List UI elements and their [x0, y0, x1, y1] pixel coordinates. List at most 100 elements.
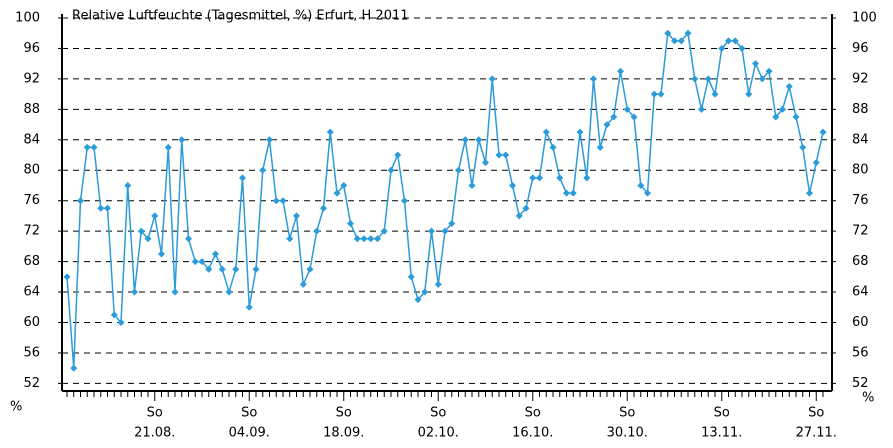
series-line	[66, 31, 824, 369]
data-point	[549, 143, 557, 151]
y-tick-label-right: 56	[852, 345, 869, 360]
x-tick-weekday: So	[430, 406, 446, 421]
data-point	[299, 280, 307, 288]
data-point	[657, 90, 665, 98]
data-point	[792, 113, 800, 121]
y-tick-label: 76	[23, 193, 40, 208]
data-point	[704, 75, 712, 83]
data-point	[664, 29, 672, 37]
data-point	[158, 250, 165, 258]
data-point	[320, 204, 327, 212]
data-point	[515, 212, 523, 220]
data-point	[401, 197, 408, 205]
data-point	[333, 189, 341, 197]
y-tick-label-right: 100	[852, 11, 877, 26]
data-point	[245, 303, 253, 311]
x-tick-weekday: So	[808, 406, 824, 421]
data-point	[212, 250, 219, 258]
data-point	[461, 136, 469, 144]
data-point	[799, 143, 807, 151]
data-point	[563, 189, 570, 197]
data-point	[97, 204, 105, 212]
data-point	[725, 37, 732, 45]
x-tick-label: 18.09.	[323, 426, 364, 441]
data-point	[340, 181, 348, 189]
data-point	[428, 227, 435, 235]
data-point	[117, 318, 125, 326]
data-point	[83, 143, 91, 151]
data-point	[596, 143, 604, 151]
data-point	[536, 174, 543, 182]
data-point	[414, 296, 422, 304]
y-tick-label-right: 60	[852, 315, 869, 330]
x-tick-label: 02.10.	[418, 426, 459, 441]
data-point	[812, 159, 820, 167]
data-point	[556, 174, 564, 182]
data-point	[272, 197, 280, 205]
data-point	[630, 113, 638, 121]
data-point	[806, 189, 813, 197]
data-point	[752, 60, 759, 68]
y-unit-left: %	[10, 400, 22, 415]
data-point	[434, 280, 442, 288]
y-tick-label: 92	[23, 71, 40, 86]
y-tick-label: 60	[23, 315, 40, 330]
y-tick-label: 84	[23, 132, 40, 147]
y-tick-label-right: 64	[852, 285, 869, 300]
data-point	[144, 235, 152, 243]
data-point	[698, 105, 705, 113]
data-point	[313, 227, 321, 235]
data-point	[293, 212, 300, 220]
data-point	[225, 288, 233, 296]
data-point	[738, 44, 746, 52]
data-point	[691, 75, 699, 83]
y-tick-label-right: 68	[852, 254, 869, 269]
data-point	[232, 265, 240, 273]
data-point	[110, 311, 118, 319]
y-tick-label-right: 72	[852, 224, 869, 239]
data-point	[758, 75, 766, 83]
data-point	[522, 204, 530, 212]
x-tick-weekday: So	[241, 406, 257, 421]
y-tick-label: 64	[23, 285, 40, 300]
data-point	[205, 265, 213, 273]
data-point	[684, 29, 692, 37]
data-point	[239, 174, 246, 182]
data-point	[252, 265, 260, 273]
data-point	[529, 174, 537, 182]
x-tick-label: 30.10.	[607, 426, 648, 441]
data-point	[387, 166, 395, 174]
data-point	[279, 197, 287, 205]
data-point	[421, 288, 429, 296]
data-point	[590, 75, 597, 83]
data-point	[191, 258, 199, 266]
data-point	[495, 151, 503, 159]
chart-title: Relative Luftfeuchte (Tagesmittel, %) Er…	[72, 9, 409, 24]
data-point	[779, 105, 786, 113]
data-point	[772, 113, 780, 121]
data-point	[583, 174, 591, 182]
x-tick-label: 04.09.	[229, 426, 270, 441]
y-tick-label: 80	[23, 163, 40, 178]
y-tick-label: 96	[23, 41, 40, 56]
data-point	[617, 67, 624, 75]
data-point	[137, 227, 145, 235]
data-point	[407, 273, 415, 281]
data-point	[542, 128, 550, 136]
data-point	[360, 235, 368, 243]
data-point	[819, 128, 827, 136]
data-point	[367, 235, 375, 243]
y-unit-right: %	[862, 391, 874, 406]
data-point	[488, 75, 496, 83]
data-point	[603, 121, 611, 129]
y-tick-label: 68	[23, 254, 40, 269]
data-point	[218, 265, 226, 273]
data-point	[63, 273, 71, 281]
data-point	[90, 143, 98, 151]
data-point	[266, 136, 273, 144]
y-tick-label: 52	[23, 376, 40, 391]
y-tick-label-right: 84	[852, 132, 869, 147]
data-point	[259, 166, 267, 174]
data-point	[650, 90, 658, 98]
data-point	[151, 212, 159, 220]
